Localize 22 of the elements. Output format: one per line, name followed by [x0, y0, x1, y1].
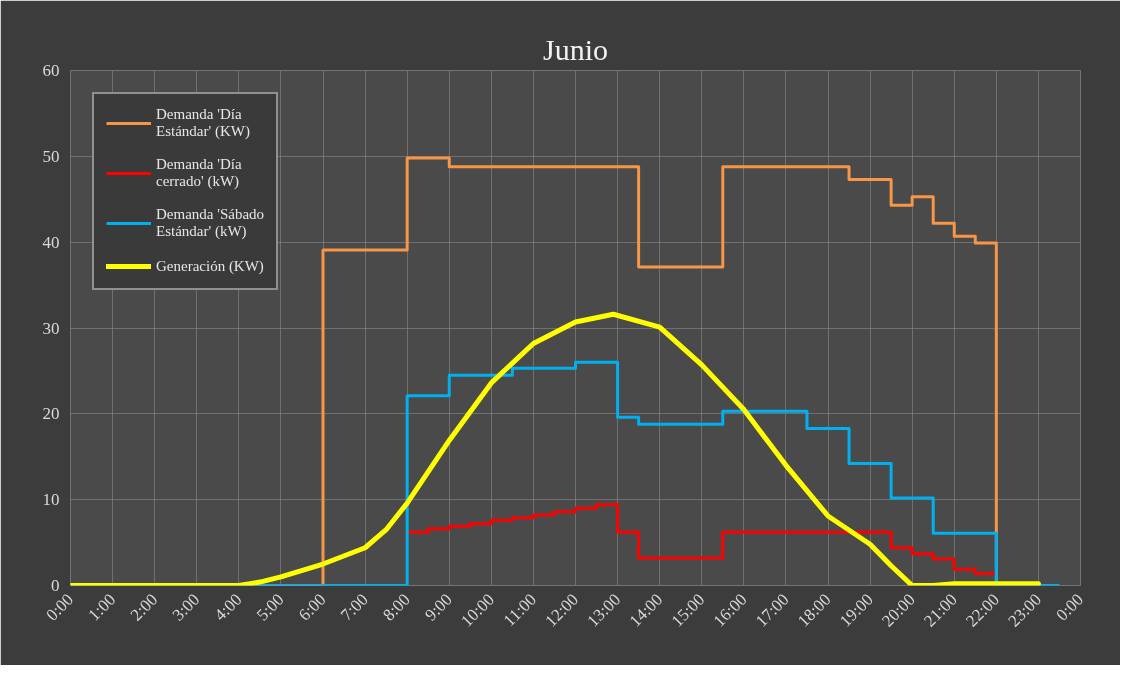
x-tick-label: 2:00 — [126, 589, 162, 625]
x-tick-label: 5:00 — [252, 589, 288, 625]
legend-label: Demanda 'Día cerrado' (kW) — [156, 156, 242, 190]
x-tick-label: 6:00 — [294, 589, 330, 625]
y-tick-label: 10 — [42, 490, 60, 510]
chart-title: Junio — [543, 32, 609, 66]
legend-label: Generación (KW) — [156, 257, 264, 275]
y-tick-label: 40 — [42, 232, 60, 252]
legend-label: Demanda 'Día Estándar' (KW) — [156, 106, 250, 140]
y-tick-label: 30 — [42, 318, 60, 338]
y-tick-label: 20 — [42, 404, 60, 424]
x-tick-label: 8:00 — [379, 589, 414, 625]
x-tick-label: 9:00 — [421, 589, 456, 625]
x-tick-label: 3:00 — [168, 589, 204, 625]
y-tick-label: 60 — [42, 61, 60, 80]
legend-label: Demanda 'Sábado Estándar' (kW) — [156, 206, 265, 240]
x-tick-label: 4:00 — [210, 589, 246, 625]
x-tick-label: 7:00 — [336, 589, 372, 625]
y-tick-label: 0 — [51, 576, 60, 595]
y-tick-label: 50 — [42, 146, 60, 166]
x-tick-label: 1:00 — [84, 589, 120, 625]
x-tick-label: 0:00 — [1052, 589, 1088, 625]
